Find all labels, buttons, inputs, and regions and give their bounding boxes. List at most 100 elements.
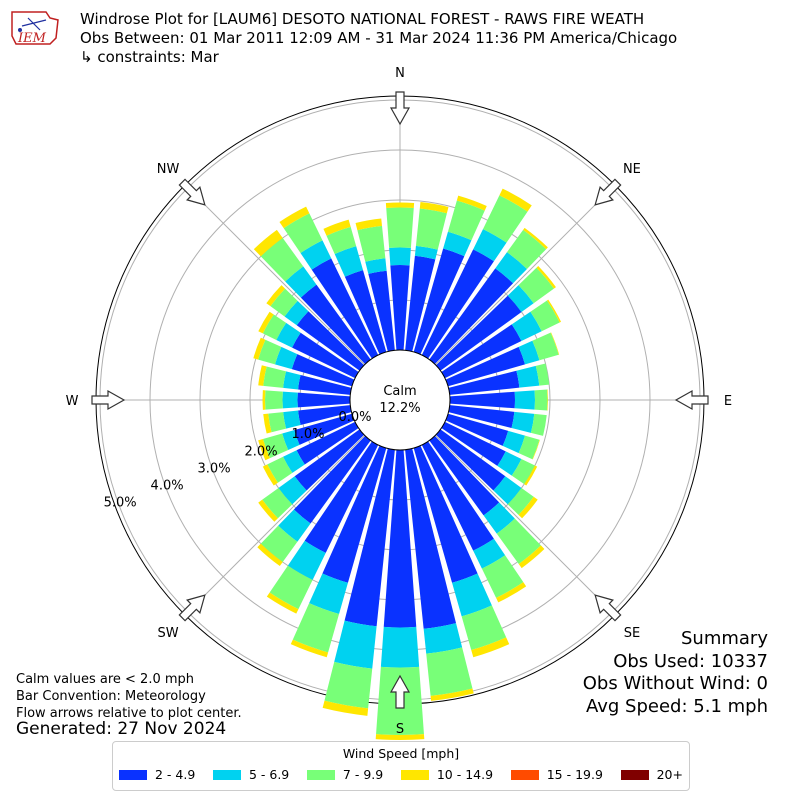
wind-bar-segment bbox=[294, 413, 355, 445]
grid-spoke bbox=[435, 184, 616, 365]
wind-bar-segment bbox=[530, 300, 560, 332]
legend-label: 20+ bbox=[656, 767, 683, 782]
wind-bar-segment bbox=[429, 435, 500, 516]
wind-bar-segment bbox=[499, 188, 532, 212]
legend-swatch bbox=[620, 769, 649, 780]
wind-bar-segment bbox=[283, 371, 301, 390]
notes: Calm values are < 2.0 mph Bar Convention… bbox=[16, 671, 242, 722]
wind-bar-segment bbox=[435, 295, 522, 371]
radial-tick-label: 0.0% bbox=[338, 410, 371, 425]
wind-bar-segment bbox=[260, 237, 304, 282]
wind-bar-segment bbox=[447, 200, 485, 241]
wind-bar-segment bbox=[258, 499, 278, 522]
wind-bar-segment bbox=[518, 496, 538, 519]
wind-bar-segment bbox=[304, 441, 379, 553]
wind-bar-segment bbox=[269, 565, 313, 610]
legend-label: 7 - 9.9 bbox=[342, 767, 384, 782]
title-block: Windrose Plot for [LAUM6] DESOTO NATIONA… bbox=[80, 10, 677, 67]
wind-bar-segment bbox=[298, 375, 352, 395]
wind-bar-segment bbox=[263, 413, 272, 434]
wind-bar-segment bbox=[383, 449, 417, 628]
calm-circle bbox=[349, 349, 451, 451]
wind-bar-segment bbox=[496, 518, 541, 565]
avg-speed: Avg Speed: 5.1 mph bbox=[586, 695, 768, 717]
wind-bar-segment bbox=[482, 195, 528, 243]
wind-bar-segment bbox=[257, 543, 283, 567]
wind-bar-segment bbox=[534, 389, 548, 411]
wind-bar-segment bbox=[287, 540, 326, 580]
wind-bar-segment bbox=[266, 285, 286, 307]
wind-bar-segment bbox=[268, 412, 287, 433]
wind-bar-segment bbox=[294, 429, 365, 491]
wind-bar-segment bbox=[452, 573, 492, 617]
wind-bar-segment bbox=[507, 285, 534, 313]
wind-bar-segment bbox=[536, 266, 556, 289]
wind-bar-segment bbox=[260, 525, 298, 563]
legend-item: 10 - 14.9 bbox=[400, 767, 494, 782]
title-line-2: Obs Between: 01 Mar 2011 12:09 AM - 31 M… bbox=[80, 29, 678, 47]
wind-bar-segment bbox=[276, 322, 301, 348]
wind-bar-segment bbox=[258, 311, 274, 334]
wind-bar-segment bbox=[311, 258, 379, 359]
compass-label-nw: NW bbox=[157, 162, 180, 177]
wind-bar-segment bbox=[471, 637, 510, 658]
radial-tick-label: 4.0% bbox=[151, 479, 184, 494]
wind-bar-segment bbox=[292, 332, 359, 379]
wind-bar-segment bbox=[283, 410, 301, 429]
wind-bar-segment bbox=[278, 509, 311, 542]
wind-bar-segment bbox=[524, 465, 538, 486]
wind-bar-segment bbox=[309, 573, 348, 614]
wind-bar-segment bbox=[357, 225, 386, 262]
wind-bar-segment bbox=[296, 421, 359, 465]
wind-bar-segment bbox=[262, 433, 289, 459]
compass-label-se: SE bbox=[624, 626, 640, 641]
wind-bar-segment bbox=[426, 647, 473, 696]
wind-bar-segment bbox=[278, 476, 307, 505]
wind-bar-segment bbox=[266, 592, 299, 614]
summary-box: Summary Obs Used: 10337 Obs Without Wind… bbox=[583, 628, 768, 718]
legend-title: Wind Speed [mph] bbox=[342, 746, 460, 761]
wind-bar-segment bbox=[413, 445, 478, 583]
wind-bar-segment bbox=[518, 267, 554, 304]
wind-bar-segment bbox=[263, 366, 287, 388]
wind-bar-segment bbox=[326, 226, 357, 254]
wind-bar-segment bbox=[497, 451, 522, 476]
flow-arrow-e bbox=[674, 389, 709, 411]
flow-arrow-w bbox=[91, 389, 126, 411]
wind-bar-segment bbox=[413, 248, 465, 355]
wind-bar-segment bbox=[258, 365, 267, 386]
wind-bar-segment bbox=[423, 623, 463, 654]
legend-label: 2 - 4.9 bbox=[155, 767, 196, 782]
wind-bar-segment bbox=[386, 207, 414, 248]
wind-bar-segment bbox=[547, 389, 548, 411]
generated-date: Generated: 27 Nov 2024 bbox=[16, 719, 227, 739]
wind-bar-segment bbox=[483, 502, 515, 534]
wind-bar-segment bbox=[511, 458, 535, 485]
wind-bar-segment bbox=[300, 240, 332, 270]
wind-bar-segment bbox=[495, 252, 528, 284]
wind-bar-segment bbox=[253, 229, 283, 257]
wind-bar-segment bbox=[297, 392, 351, 408]
radial-tick-label: 5.0% bbox=[104, 496, 137, 511]
title-line-1: Windrose Plot for [LAUM6] DESOTO NATIONA… bbox=[80, 10, 645, 28]
wind-bar-segment bbox=[507, 487, 534, 515]
wind-bar-segment bbox=[419, 202, 449, 214]
compass-label-sw: SW bbox=[158, 626, 179, 641]
wind-bar-segment bbox=[456, 195, 487, 211]
wind-bar-segment bbox=[264, 390, 283, 410]
legend-label: 5 - 6.9 bbox=[248, 767, 290, 782]
wind-bar-segment bbox=[274, 346, 298, 370]
grid-spoke bbox=[435, 435, 616, 616]
summary-title: Summary bbox=[681, 628, 768, 649]
calm-note: Calm values are < 2.0 mph bbox=[16, 672, 195, 687]
legend-label: 15 - 19.9 bbox=[546, 767, 603, 782]
wind-bar-segment bbox=[449, 391, 515, 409]
grid-spoke bbox=[184, 184, 365, 365]
wind-bar-segment bbox=[324, 661, 373, 709]
wind-bar-segment bbox=[290, 639, 329, 658]
wind-bar-segment bbox=[530, 413, 547, 436]
legend-label: 10 - 14.9 bbox=[436, 767, 494, 782]
wind-bar-segment bbox=[365, 258, 387, 274]
flow-arrows-note: Flow arrows relative to plot center. bbox=[16, 706, 242, 721]
wind-bar-segment bbox=[516, 365, 540, 388]
